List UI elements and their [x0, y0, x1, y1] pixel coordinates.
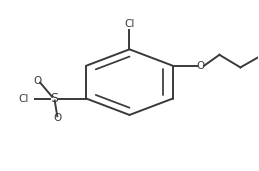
- Text: Cl: Cl: [18, 94, 28, 103]
- Text: O: O: [53, 113, 61, 123]
- Text: O: O: [197, 61, 205, 71]
- Text: Cl: Cl: [124, 19, 135, 29]
- Text: S: S: [50, 92, 58, 105]
- Text: O: O: [33, 76, 42, 86]
